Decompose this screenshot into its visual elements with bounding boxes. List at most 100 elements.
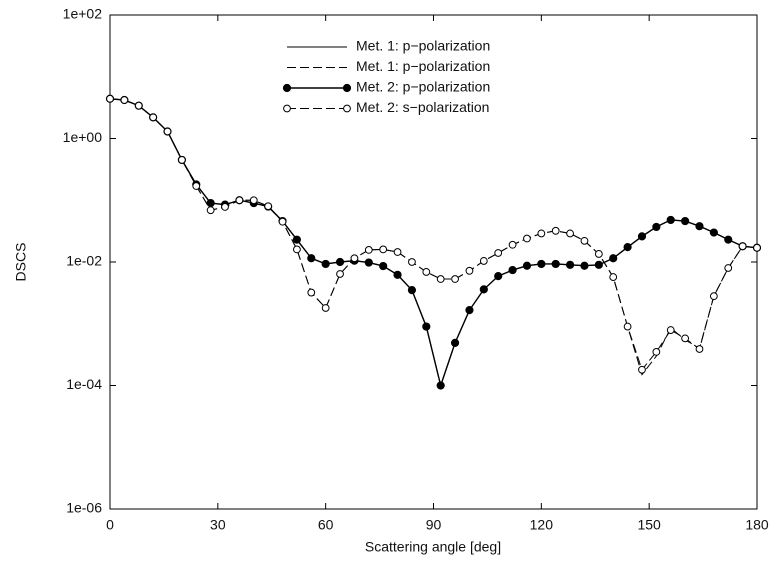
open-marker [393, 248, 402, 256]
series-line [109, 98, 758, 376]
open-marker [192, 182, 201, 190]
open-marker [379, 245, 388, 254]
filled-marker [709, 228, 718, 237]
open-marker [106, 94, 114, 103]
filled-marker [494, 272, 503, 281]
legend-label: Met. 2: s−polarization [356, 99, 489, 115]
open-marker [551, 226, 560, 235]
filled-marker [342, 83, 352, 93]
x-tick-label: 0 [106, 517, 114, 533]
open-marker [235, 196, 244, 205]
open-marker [523, 234, 531, 243]
series-line [109, 98, 758, 388]
filled-marker [551, 259, 560, 269]
open-marker [350, 254, 359, 263]
open-marker [753, 243, 761, 252]
open-marker [278, 217, 287, 226]
filled-marker [422, 322, 431, 331]
open-marker [307, 288, 316, 297]
open-marker [221, 203, 229, 211]
open-marker [134, 101, 143, 110]
open-marker [594, 250, 603, 258]
open-marker [652, 348, 661, 356]
filled-marker [681, 216, 690, 226]
filled-marker [292, 235, 302, 244]
filled-marker [450, 338, 460, 347]
y-tick-label: 1e-04 [66, 376, 102, 392]
series-line [109, 98, 758, 371]
filled-marker [637, 232, 647, 241]
open-marker [695, 345, 704, 353]
filled-marker [724, 235, 733, 244]
filled-marker [522, 261, 532, 270]
open-marker [494, 249, 503, 257]
open-marker [609, 273, 618, 281]
open-marker [321, 304, 330, 312]
open-marker [206, 206, 215, 215]
open-marker [249, 196, 258, 205]
open-marker [681, 334, 690, 343]
open-marker [724, 264, 733, 272]
y-tick-label: 1e-02 [66, 253, 102, 269]
y-tick-label: 1e+02 [63, 6, 103, 22]
filled-marker [609, 254, 618, 263]
y-axis-title: DSCS [13, 243, 29, 282]
open-marker [479, 257, 488, 265]
open-marker [451, 275, 459, 283]
open-marker [666, 326, 675, 334]
filled-marker [652, 222, 661, 232]
open-marker [343, 104, 351, 113]
open-marker [408, 258, 416, 266]
open-marker [293, 245, 301, 254]
open-marker [580, 236, 589, 245]
filled-marker [393, 270, 402, 279]
filled-marker [666, 215, 675, 225]
open-marker [163, 127, 172, 136]
open-marker [336, 270, 344, 278]
filled-marker [206, 198, 215, 208]
open-marker [738, 242, 747, 251]
filled-marker [282, 83, 292, 93]
x-axis-title: Scattering angle [deg] [365, 539, 501, 555]
x-tick-label: 60 [318, 517, 334, 533]
filled-marker [580, 261, 589, 270]
open-marker [537, 229, 546, 238]
filled-marker [364, 258, 373, 267]
filled-marker [321, 259, 330, 269]
x-tick-label: 180 [745, 517, 769, 533]
filled-marker [565, 260, 575, 269]
open-marker [436, 275, 445, 283]
filled-marker [307, 254, 316, 263]
filled-marker [623, 243, 632, 252]
open-marker [566, 229, 574, 238]
filled-marker [695, 222, 704, 231]
legend-label: Met. 2: p−polarization [356, 79, 490, 95]
filled-marker [594, 260, 603, 269]
y-tick-label: 1e+00 [63, 129, 103, 145]
filled-marker [335, 257, 345, 267]
filled-marker [537, 259, 546, 269]
open-marker [149, 113, 158, 122]
open-marker [709, 292, 718, 301]
filled-marker [508, 265, 517, 275]
x-tick-label: 30 [210, 517, 226, 533]
filled-marker [465, 306, 474, 315]
series-line [109, 98, 758, 389]
open-marker [623, 322, 632, 331]
open-marker [177, 156, 186, 164]
filled-marker [436, 381, 445, 390]
open-marker [364, 246, 373, 254]
x-tick-label: 90 [426, 517, 442, 533]
open-marker [120, 96, 129, 104]
open-marker [508, 240, 517, 249]
y-tick-label: 1e-06 [66, 500, 102, 516]
filled-marker [407, 286, 417, 295]
open-marker [264, 202, 273, 211]
legend-label: Met. 1: p−polarization [356, 58, 490, 74]
x-tick-label: 150 [637, 517, 661, 533]
legend-label: Met. 1: p−polarization [356, 38, 490, 54]
filled-marker [479, 285, 488, 294]
filled-marker [379, 261, 388, 271]
x-tick-label: 120 [530, 517, 554, 533]
